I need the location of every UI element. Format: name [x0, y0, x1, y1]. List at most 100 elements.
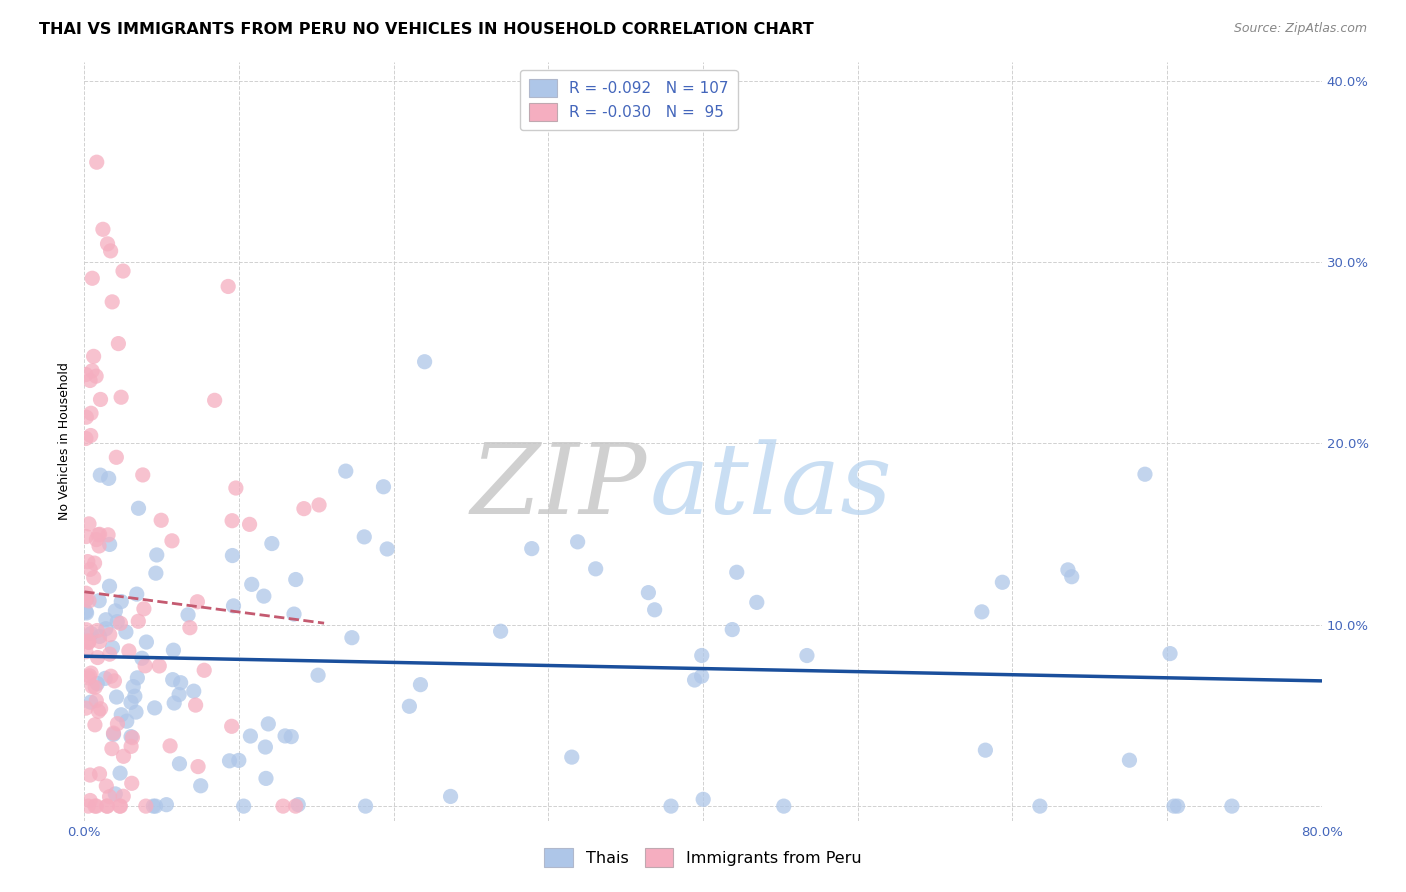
Point [520, 541, 543, 556]
Point [659, 799, 682, 814]
Point [105, 450, 128, 465]
Point [254, 739, 277, 754]
Point [184, 698, 207, 712]
Point [145, 566, 167, 581]
Point [97, 471, 120, 485]
Point [80, 695, 103, 709]
Point [644, 603, 666, 617]
Point [107, 336, 129, 351]
Point [86, 799, 108, 814]
Point [1163, 799, 1185, 814]
Point [110, 799, 132, 814]
Point [690, 648, 713, 663]
Point [82, 271, 104, 285]
Point [398, 699, 420, 714]
Point [284, 573, 307, 587]
Legend: R = -0.092   N = 107, R = -0.030   N =  95: R = -0.092 N = 107, R = -0.030 N = 95 [520, 70, 738, 130]
Point [155, 797, 177, 812]
Point [75, 368, 97, 382]
Point [186, 595, 208, 609]
Point [1159, 647, 1181, 661]
Point [77, 635, 100, 649]
Point [970, 605, 993, 619]
Point [145, 548, 167, 562]
Point [120, 730, 142, 744]
Point [75, 645, 97, 659]
Point [307, 668, 329, 682]
Point [96, 779, 118, 793]
Point [100, 669, 122, 683]
Point [585, 562, 607, 576]
Point [148, 659, 170, 673]
Point [1133, 467, 1156, 482]
Point [142, 799, 165, 814]
Point [107, 716, 129, 731]
Point [84, 680, 107, 694]
Point [80, 406, 103, 420]
Point [375, 541, 398, 556]
Point [86, 676, 108, 690]
Point [96, 799, 118, 814]
Point [101, 294, 124, 309]
Point [413, 355, 436, 369]
Point [98, 647, 121, 661]
Point [283, 607, 305, 621]
Point [232, 799, 254, 814]
Point [79, 793, 101, 807]
Point [204, 393, 226, 408]
Text: atlas: atlas [650, 440, 893, 534]
Point [83, 571, 105, 585]
Point [292, 501, 315, 516]
Point [274, 729, 297, 743]
Point [86, 650, 108, 665]
Point [96, 236, 118, 251]
Point [86, 624, 108, 638]
Point [143, 701, 166, 715]
Point [75, 432, 97, 446]
Point [112, 749, 135, 764]
Point [132, 602, 155, 616]
Point [335, 464, 357, 478]
Point [112, 264, 135, 278]
Point [104, 787, 127, 801]
Point [80, 680, 103, 694]
Point [105, 615, 128, 629]
Point [221, 549, 243, 563]
Point [110, 707, 132, 722]
Point [80, 428, 103, 442]
Point [183, 684, 205, 698]
Point [135, 635, 157, 649]
Point [110, 594, 132, 608]
Point [120, 695, 142, 709]
Text: THAI VS IMMIGRANTS FROM PERU NO VEHICLES IN HOUSEHOLD CORRELATION CHART: THAI VS IMMIGRANTS FROM PERU NO VEHICLES… [39, 22, 814, 37]
Point [1060, 570, 1083, 584]
Point [89, 392, 111, 407]
Point [222, 599, 245, 613]
Point [217, 279, 239, 293]
Point [84, 694, 107, 708]
Y-axis label: No Vehicles in Household: No Vehicles in Household [58, 363, 72, 520]
Point [79, 562, 101, 576]
Point [103, 727, 125, 741]
Point [108, 799, 131, 814]
Point [159, 739, 181, 753]
Point [122, 680, 145, 694]
Point [75, 410, 97, 425]
Point [745, 595, 768, 609]
Point [489, 624, 512, 639]
Point [87, 705, 110, 719]
Point [218, 754, 240, 768]
Point [567, 534, 589, 549]
Point [974, 743, 997, 757]
Point [121, 731, 143, 745]
Point [87, 539, 110, 553]
Point [169, 675, 191, 690]
Point [127, 671, 149, 685]
Point [991, 575, 1014, 590]
Point [79, 374, 101, 388]
Point [254, 772, 277, 786]
Point [79, 669, 101, 683]
Point [77, 635, 100, 649]
Point [228, 753, 250, 767]
Point [127, 615, 149, 629]
